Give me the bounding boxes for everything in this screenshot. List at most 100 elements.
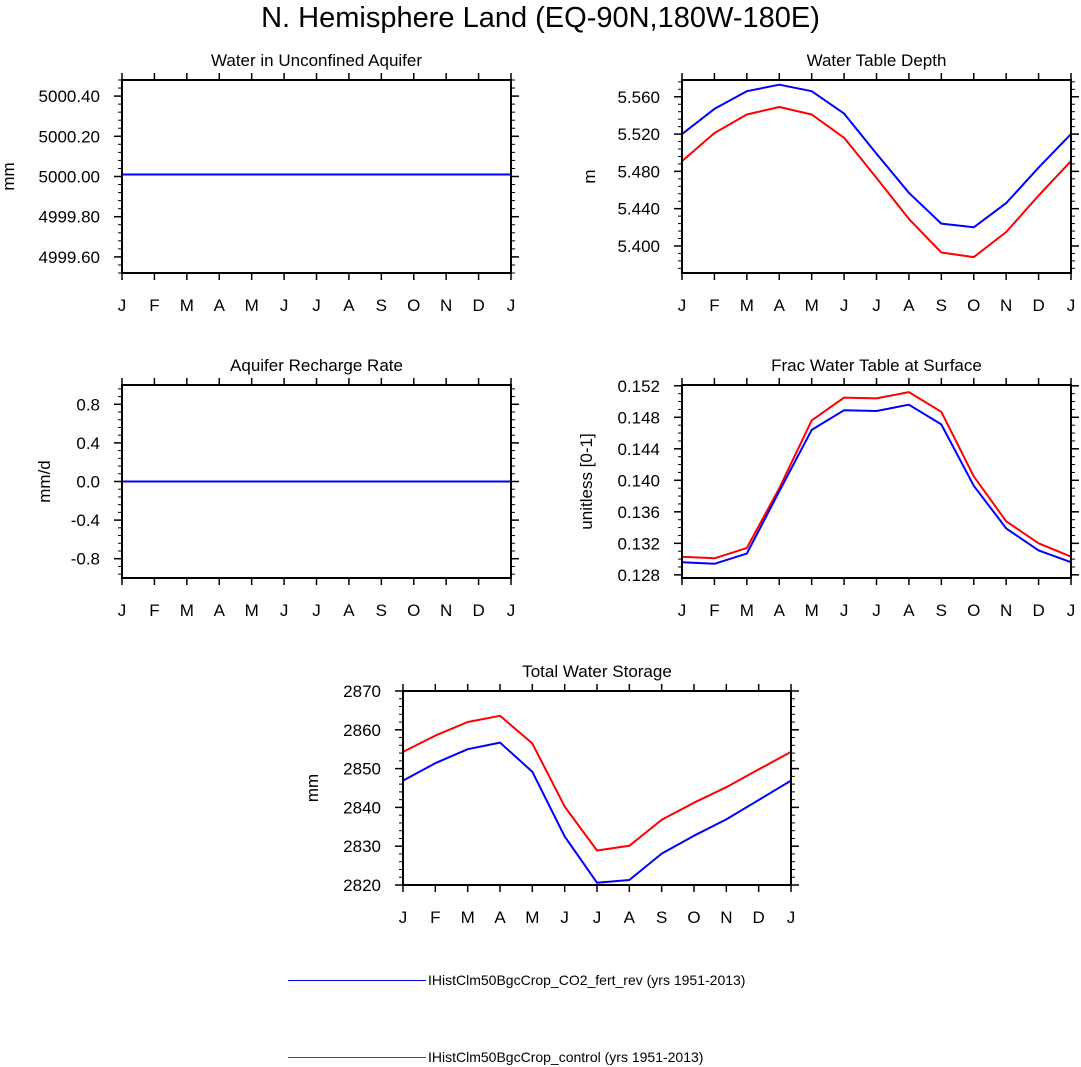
x-tick-label: D (1032, 601, 1044, 620)
x-tick-label: N (440, 296, 452, 315)
x-tick-label: J (678, 601, 687, 620)
x-tick-label: A (214, 601, 226, 620)
legend-label-fert: IHistClm50BgcCrop_CO2_fert_rev (yrs 1951… (428, 972, 746, 988)
x-tick-label: M (180, 601, 194, 620)
x-tick-label: M (740, 601, 754, 620)
x-tick-label: S (376, 601, 387, 620)
x-tick-label: J (312, 296, 321, 315)
x-tick-label: J (280, 296, 289, 315)
y-tick-label: 5.560 (617, 88, 660, 107)
x-tick-label: J (507, 601, 516, 620)
y-tick-label: 5.480 (617, 162, 660, 181)
x-tick-label: F (709, 296, 719, 315)
panel-frac-water-table: Frac Water Table at Surface unitless [0-1… (577, 356, 1079, 620)
y-tick-label: 0.144 (617, 440, 660, 459)
x-tick-label: J (560, 908, 569, 927)
x-tick-label: J (118, 296, 127, 315)
x-tick-label: J (280, 601, 289, 620)
y-tick-label: 0.140 (617, 471, 660, 490)
x-tick-label: J (840, 601, 849, 620)
x-tick-label: J (312, 601, 321, 620)
x-tick-label: O (407, 601, 420, 620)
series-line-fert (681, 83, 1072, 229)
y-tick-label: 5000.40 (39, 87, 100, 106)
x-tick-label: S (656, 908, 667, 927)
panel-title: Frac Water Table at Surface (771, 356, 982, 375)
x-tick-label: A (343, 296, 355, 315)
y-axis-label: unitless [0-1] (577, 433, 596, 529)
series-line-control (402, 714, 792, 852)
x-tick-label: M (245, 296, 259, 315)
y-tick-label: 2820 (343, 876, 381, 895)
x-tick-label: M (805, 296, 819, 315)
y-tick-label: 5000.00 (39, 168, 100, 187)
x-tick-label: J (872, 601, 881, 620)
y-axis-label: mm (0, 162, 18, 190)
y-axis-label: mm (303, 774, 322, 802)
x-tick-label: F (709, 601, 719, 620)
x-tick-label: N (440, 601, 452, 620)
x-tick-label: A (343, 601, 355, 620)
y-tick-label: 2830 (343, 837, 381, 856)
legend-label-control: IHistClm50BgcCrop_control (yrs 1951-2013… (428, 1049, 704, 1065)
x-tick-label: F (430, 908, 440, 927)
y-tick-label: 4999.80 (39, 208, 100, 227)
y-tick-label: 2850 (343, 760, 381, 779)
x-tick-label: A (214, 296, 226, 315)
y-tick-label: 0.132 (617, 534, 660, 553)
plot-frame (681, 384, 1072, 579)
y-tick-label: 4999.60 (39, 248, 100, 267)
y-tick-label: 5000.20 (39, 127, 100, 146)
y-tick-label: -0.8 (71, 550, 100, 569)
y-axis-label: mm/d (35, 460, 54, 503)
x-tick-label: S (376, 296, 387, 315)
x-tick-label: A (774, 296, 786, 315)
y-tick-label: 0.136 (617, 503, 660, 522)
x-tick-label: M (805, 601, 819, 620)
panel-title: Total Water Storage (522, 662, 672, 681)
x-tick-label: J (399, 908, 408, 927)
y-tick-label: 2860 (343, 721, 381, 740)
x-tick-label: D (1032, 296, 1044, 315)
y-tick-label: 0.4 (76, 434, 100, 453)
x-tick-label: S (936, 601, 947, 620)
x-tick-label: M (461, 908, 475, 927)
y-tick-label: 5.520 (617, 125, 660, 144)
x-tick-label: N (1000, 296, 1012, 315)
y-axis-label: m (580, 169, 599, 183)
y-tick-label: 0.0 (76, 473, 100, 492)
x-tick-label: O (967, 601, 980, 620)
x-tick-label: J (507, 296, 516, 315)
x-tick-label: F (149, 296, 159, 315)
panel-title: Aquifer Recharge Rate (230, 356, 403, 375)
y-tick-label: 0.148 (617, 408, 660, 427)
panel-title: Water Table Depth (807, 51, 947, 70)
y-tick-label: 5.400 (617, 237, 660, 256)
x-tick-label: J (840, 296, 849, 315)
plot-frame (121, 79, 512, 274)
x-tick-label: J (1067, 601, 1076, 620)
x-tick-label: D (472, 296, 484, 315)
y-tick-label: 0.128 (617, 566, 660, 585)
legend-line-fert (288, 980, 426, 981)
y-tick-label: 0.152 (617, 377, 660, 396)
series-line-control (681, 106, 1072, 259)
series-line-fert (402, 741, 792, 884)
legend-line-control (288, 1057, 426, 1058)
x-tick-label: O (407, 296, 420, 315)
y-tick-label: -0.4 (71, 511, 100, 530)
x-tick-label: O (687, 908, 700, 927)
x-tick-label: F (149, 601, 159, 620)
y-tick-label: 5.440 (617, 200, 660, 219)
x-tick-label: A (494, 908, 506, 927)
series-line-fert (681, 403, 1072, 565)
x-tick-label: M (180, 296, 194, 315)
y-tick-label: 2840 (343, 798, 381, 817)
x-tick-label: A (903, 296, 915, 315)
x-tick-label: M (245, 601, 259, 620)
